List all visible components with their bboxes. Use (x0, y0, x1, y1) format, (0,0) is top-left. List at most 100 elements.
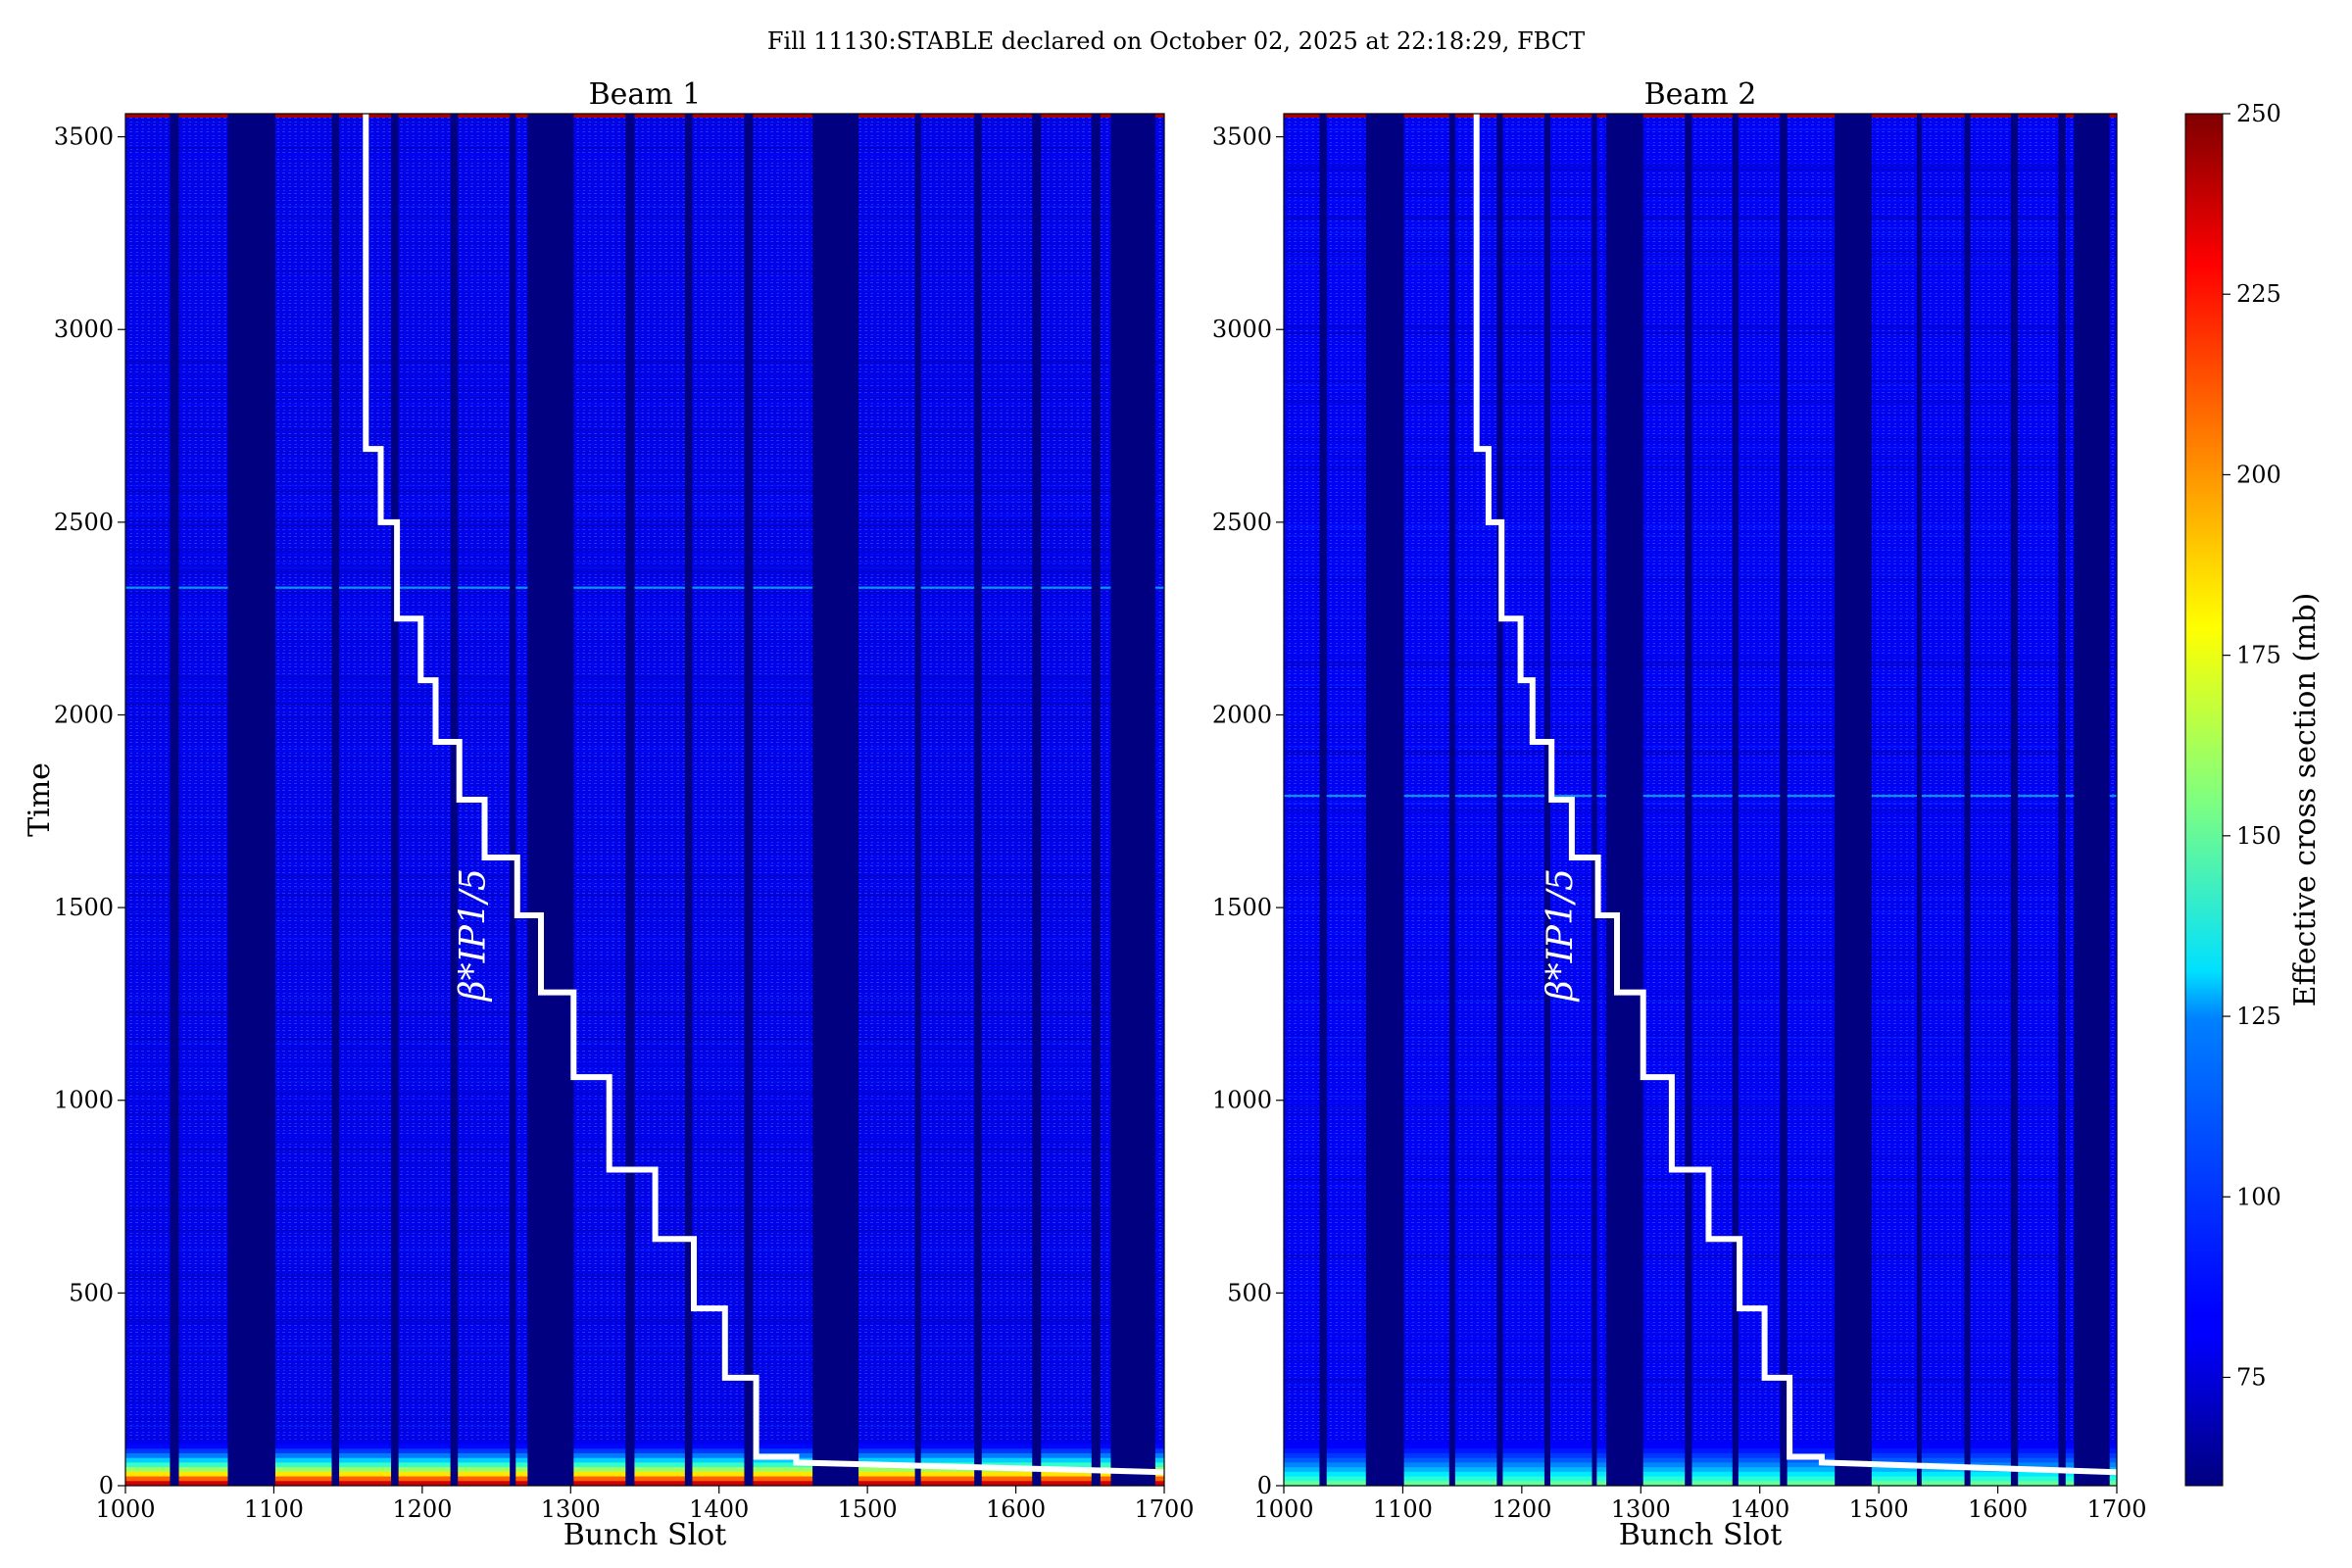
heatmap-row (125, 890, 1164, 892)
heatmap-row (125, 1066, 1164, 1069)
heatmap-row (125, 621, 1164, 623)
heatmap-row (1284, 713, 2117, 715)
empty-slot-column (744, 114, 754, 1486)
heatmap-row (1284, 219, 2117, 220)
heatmap-row (125, 830, 1164, 832)
heatmap-row (1284, 701, 2117, 703)
heatmap-row (125, 627, 1164, 629)
colorbar-tick-label: 225 (2236, 280, 2281, 308)
heatmap-row (125, 523, 1164, 525)
heatmap-row (1284, 1034, 2117, 1036)
heatmap-row (1284, 611, 2117, 612)
heatmap-row (125, 429, 1164, 432)
heatmap-row (1284, 194, 2117, 197)
heatmap-row (1284, 282, 2117, 285)
heatmap-row (1284, 850, 2117, 853)
heatmap-early-band (125, 1448, 1164, 1454)
heatmap-row (1284, 251, 2117, 253)
colorbar-tick-label: 75 (2236, 1363, 2267, 1391)
heatmap-row (1284, 884, 2117, 886)
x-axis-label: Bunch Slot (1619, 1518, 1783, 1552)
heatmap-row (125, 1150, 1164, 1152)
heatmap-row (125, 1250, 1164, 1252)
empty-slot-column (2058, 114, 2066, 1486)
heatmap-row (1284, 515, 2117, 517)
heatmap-early-band (1284, 1457, 2117, 1463)
heatmap-row (125, 242, 1164, 244)
heatmap-row (125, 496, 1164, 498)
y-tick-label: 3500 (1212, 123, 1272, 151)
heatmap-row (1284, 255, 2117, 257)
empty-slot-column (1780, 114, 1788, 1486)
heatmap-row (1284, 949, 2117, 951)
heatmap-row (1284, 835, 2117, 838)
heatmap-row (1284, 1359, 2117, 1361)
heatmap-row (125, 1224, 1164, 1226)
heatmap-row (1284, 877, 2117, 879)
heatmap-row (125, 1138, 1164, 1140)
heatmap-row (1284, 257, 2117, 259)
heatmap-row (1284, 469, 2117, 471)
heatmap-row (125, 153, 1164, 155)
heatmap-row (1284, 236, 2117, 238)
y-tick-label: 2000 (54, 701, 114, 728)
heatmap-row (1284, 1237, 2117, 1239)
heatmap-row (1284, 688, 2117, 691)
heatmap-row (1284, 1015, 2117, 1017)
panel-beam-1: β*IP1/5 Beam 1 1000 1100 1200 1300 1400 1500 160… (23, 77, 1195, 1552)
heatmap-row (1284, 236, 2117, 239)
heatmap-row (1284, 1180, 2117, 1182)
heatmap-early-band (125, 1439, 1164, 1446)
heatmap-row (1284, 668, 2117, 670)
heatmap-row (125, 145, 1164, 147)
y-tick-label: 0 (1257, 1472, 1272, 1499)
heatmap-row (1284, 1107, 2117, 1109)
heatmap-row (125, 1081, 1164, 1083)
heatmap-row (125, 1102, 1164, 1104)
heatmap-row (125, 1277, 1164, 1279)
heatmap-row (1284, 527, 2117, 529)
heatmap-row (125, 1045, 1164, 1048)
heatmap-row (1284, 399, 2117, 402)
heatmap-row (125, 1176, 1164, 1179)
heatmap-row (125, 569, 1164, 572)
heatmap-row (1284, 162, 2117, 164)
heatmap-row (1284, 414, 2117, 416)
heatmap-row (1284, 1363, 2117, 1366)
heatmap-row (125, 1352, 1164, 1354)
heatmap-row (1284, 988, 2117, 990)
heatmap-row (125, 863, 1164, 865)
heatmap-row (125, 1091, 1164, 1093)
heatmap-row (125, 917, 1164, 919)
heatmap-early-band (1284, 1439, 2117, 1446)
empty-slot-column (227, 114, 275, 1486)
heatmap-row (1284, 911, 2117, 913)
heatmap-row (1284, 1389, 2117, 1391)
heatmap-row (1284, 664, 2117, 666)
heatmap-row (1284, 821, 2117, 823)
heatmap-row (1284, 458, 2117, 460)
heatmap-row (125, 1354, 1164, 1356)
empty-slot-column (450, 114, 459, 1486)
heatmap-row (125, 205, 1164, 208)
heatmap-row (125, 774, 1164, 776)
heatmap-row (1284, 1102, 2117, 1103)
plot-frame (1283, 113, 2118, 1487)
heatmap-row (1284, 1341, 2117, 1343)
heatmap-early-band (125, 1457, 1164, 1463)
heatmap-row (1284, 1256, 2117, 1259)
heatmap-row (1284, 1399, 2117, 1401)
heatmap-row (1284, 871, 2117, 874)
heatmap-row (125, 429, 1164, 431)
heatmap-row (125, 387, 1164, 390)
heatmap-row (1284, 227, 2117, 229)
heatmap-row (1284, 217, 2117, 219)
empty-slot-column (1448, 114, 1455, 1486)
heatmap-row (1284, 266, 2117, 268)
heatmap-row (125, 487, 1164, 489)
heatmap-row (1284, 952, 2117, 955)
heatmap-row (125, 1425, 1164, 1428)
heatmap-row (1284, 165, 2117, 167)
heatmap-row (125, 1208, 1164, 1210)
heatmap-row (1284, 1064, 2117, 1067)
